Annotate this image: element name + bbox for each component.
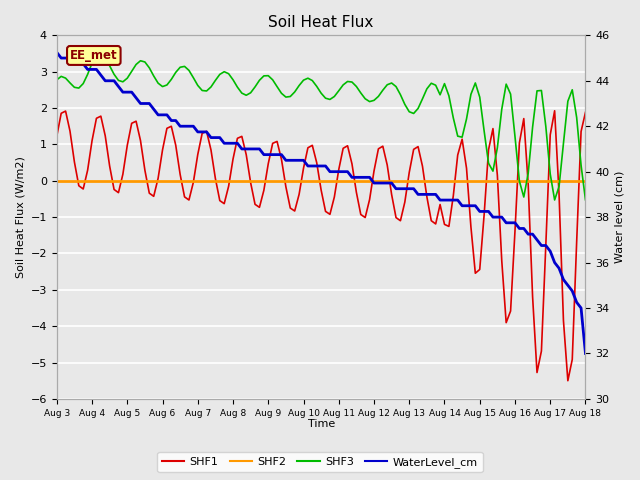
SHF1 xyxy=(551,108,559,114)
Line: WaterLevel_cm: WaterLevel_cm xyxy=(57,52,586,353)
SHF3 xyxy=(388,80,396,86)
SHF3 xyxy=(97,52,105,58)
WaterLevel_cm xyxy=(106,78,113,84)
Y-axis label: Water level (cm): Water level (cm) xyxy=(615,171,625,264)
SHF3 xyxy=(180,63,188,69)
SHF2 xyxy=(410,178,417,184)
SHF2 xyxy=(582,178,589,184)
Text: EE_met: EE_met xyxy=(70,49,118,62)
SHF1 xyxy=(383,162,391,168)
SHF1 xyxy=(53,133,61,139)
Y-axis label: Soil Heat Flux (W/m2): Soil Heat Flux (W/m2) xyxy=(15,156,25,278)
Legend: SHF1, SHF2, SHF3, WaterLevel_cm: SHF1, SHF2, SHF3, WaterLevel_cm xyxy=(157,452,483,472)
WaterLevel_cm xyxy=(582,350,589,356)
SHF1 xyxy=(582,109,589,115)
SHF1 xyxy=(278,156,285,162)
WaterLevel_cm xyxy=(278,152,285,157)
SHF1 xyxy=(547,132,554,138)
SHF3 xyxy=(53,77,61,83)
WaterLevel_cm xyxy=(53,49,61,55)
Title: Soil Heat Flux: Soil Heat Flux xyxy=(268,15,374,30)
SHF3 xyxy=(555,184,563,190)
SHF3 xyxy=(110,72,118,77)
SHF1 xyxy=(106,163,113,169)
SHF1 xyxy=(176,171,184,177)
SHF3 xyxy=(551,197,559,203)
WaterLevel_cm xyxy=(383,180,391,186)
SHF3 xyxy=(582,197,589,203)
Line: SHF1: SHF1 xyxy=(57,111,586,381)
SHF2 xyxy=(53,178,61,184)
WaterLevel_cm xyxy=(547,248,554,254)
SHF2 xyxy=(383,178,391,184)
SHF2 xyxy=(278,178,285,184)
SHF3 xyxy=(414,106,422,111)
SHF2 xyxy=(547,178,554,184)
WaterLevel_cm xyxy=(176,123,184,129)
X-axis label: Time: Time xyxy=(307,419,335,429)
SHF2 xyxy=(176,178,184,184)
WaterLevel_cm xyxy=(410,186,417,192)
SHF2 xyxy=(106,178,113,184)
Line: SHF3: SHF3 xyxy=(57,55,586,200)
SHF3 xyxy=(282,94,290,100)
SHF1 xyxy=(410,146,417,152)
SHF1 xyxy=(564,378,572,384)
